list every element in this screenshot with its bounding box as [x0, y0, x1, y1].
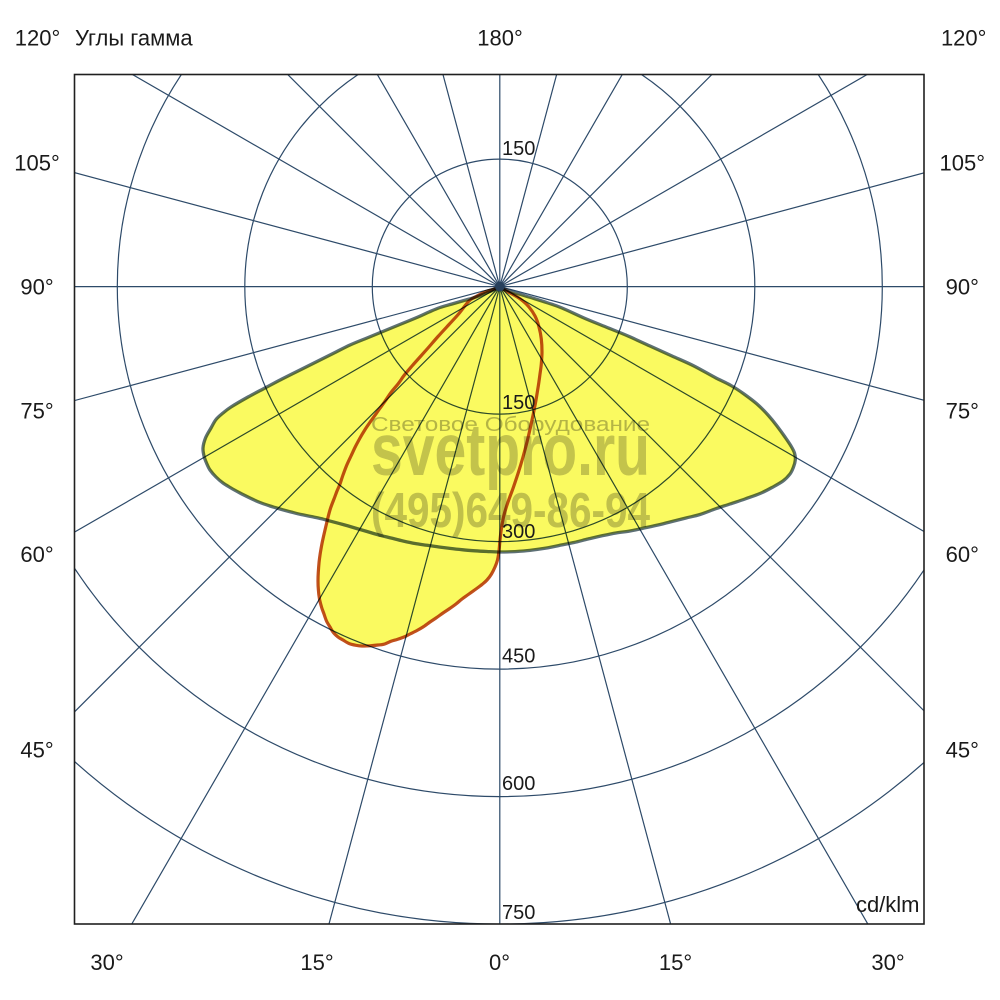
- svg-text:120°: 120°: [15, 26, 61, 51]
- svg-text:(495)649-86-94: (495)649-86-94: [371, 484, 650, 538]
- svg-text:75°: 75°: [20, 399, 53, 424]
- svg-text:450: 450: [502, 646, 535, 668]
- svg-text:45°: 45°: [946, 738, 979, 763]
- svg-text:600: 600: [502, 773, 535, 795]
- svg-text:90°: 90°: [946, 275, 979, 300]
- svg-text:45°: 45°: [20, 738, 53, 763]
- svg-text:300: 300: [502, 521, 535, 543]
- svg-text:15°: 15°: [659, 950, 692, 975]
- svg-text:150: 150: [502, 138, 535, 160]
- svg-text:cd/klm: cd/klm: [856, 892, 920, 917]
- svg-text:30°: 30°: [90, 950, 123, 975]
- svg-text:150: 150: [502, 392, 535, 414]
- svg-text:30°: 30°: [871, 950, 904, 975]
- svg-text:60°: 60°: [20, 542, 53, 567]
- svg-text:105°: 105°: [940, 151, 986, 176]
- svg-text:0°: 0°: [489, 950, 510, 975]
- svg-text:Углы гамма: Углы гамма: [75, 26, 193, 51]
- svg-text:60°: 60°: [946, 542, 979, 567]
- svg-text:105°: 105°: [14, 151, 60, 176]
- svg-text:750: 750: [502, 902, 535, 924]
- svg-text:180°: 180°: [477, 26, 523, 51]
- svg-text:svetpro.ru: svetpro.ru: [371, 410, 650, 491]
- svg-text:15°: 15°: [300, 950, 333, 975]
- svg-text:75°: 75°: [946, 399, 979, 424]
- svg-text:Световое Оборудование: Световое Оборудование: [371, 414, 650, 436]
- svg-text:120°: 120°: [941, 26, 987, 51]
- svg-text:90°: 90°: [20, 275, 53, 300]
